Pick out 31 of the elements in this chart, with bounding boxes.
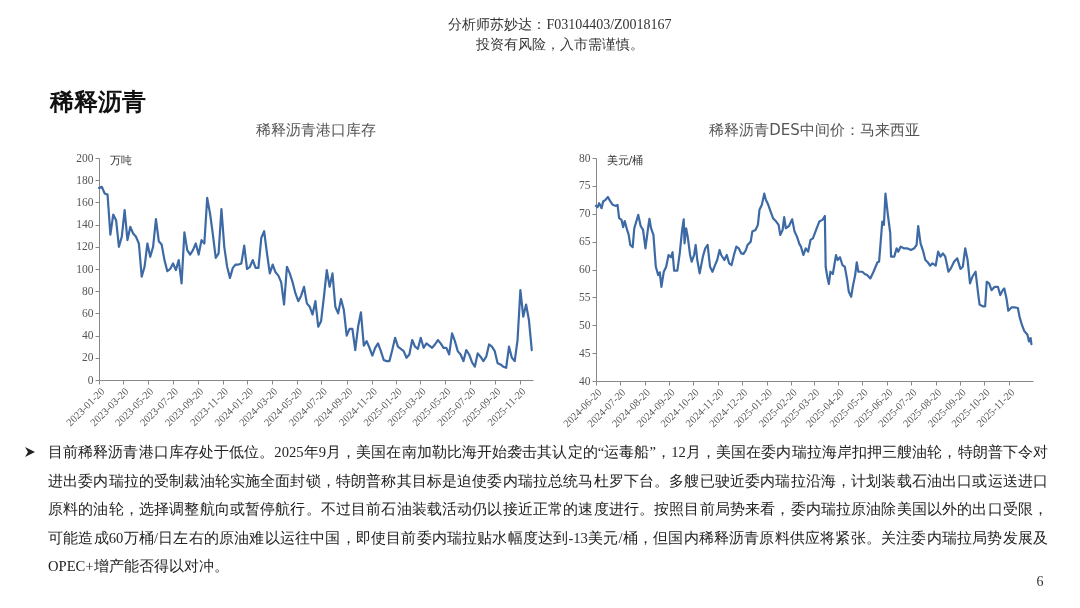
- y-tick-label: 120: [76, 240, 94, 253]
- y-tick-label: 40: [579, 374, 591, 387]
- text: 分析师苏妙达：F03104403/Z0018167: [447, 16, 673, 34]
- y-tick-label: 20: [82, 351, 94, 364]
- y-tick-label: 80: [579, 151, 591, 164]
- y-tick-label: 65: [579, 235, 591, 248]
- text: 6: [1035, 574, 1045, 590]
- y-tick-label: 40: [82, 329, 94, 342]
- y-tick-label: 0: [87, 373, 94, 386]
- line-series: [594, 192, 1033, 346]
- y-tick-label: 60: [82, 306, 94, 319]
- y-tick-label: 200: [76, 151, 94, 164]
- y-tick-label: 60: [579, 263, 591, 275]
- y-tick-label: 75: [579, 179, 591, 192]
- y-tick-label: 180: [76, 173, 94, 186]
- line-series: [97, 185, 533, 369]
- y-tick-label: 100: [76, 262, 94, 275]
- y-tick-label: 55: [579, 290, 591, 303]
- chart-title: 稀释沥青DES中间价：马来西亚: [709, 121, 920, 139]
- y-tick-label: 80: [82, 284, 94, 297]
- text: 目前稀释沥青港口库存处于低位。2025年9月，美国在南加勒比海开始袭击其认定的“运毒船”，12月，美国在委内瑞拉海岸扣押三艘油轮，特朗普下令对进出委内瑞拉的受制裁油轮实施全面封锁，特朗普称其目标是迫使委内瑞拉总统马杜罗下台。多艘已驶近委内瑞拉沿海，计划装载石油出口或运送进口原料的油轮，选择调整航向或暂停航行。不过目前石油装载活动仍以接近正常的速度进行。按照目前局势来看，委内瑞拉原油除美国以外的出口受限，可能造成60万桶/日左右的原油难以运往中国，即使目前委内瑞拉贴水幅度达到-13美元/桶，但国内稀释沥青原料供应将紧张。关注委内瑞拉局势发展及OPEC+增产能否得以对冲。: [48, 444, 1048, 574]
- y-axis-title: 万吨: [109, 153, 132, 167]
- text: 投资有风险，入市需谨慎。: [475, 36, 645, 54]
- y-tick-label: 45: [579, 346, 591, 359]
- y-tick-label: 160: [76, 195, 94, 208]
- y-tick-label: 70: [579, 207, 591, 220]
- y-tick-label: 50: [579, 318, 591, 331]
- text: 稀释沥青: [50, 87, 146, 118]
- y-tick-label: 140: [76, 218, 94, 231]
- y-axis-title: 美元/桶: [606, 153, 644, 167]
- chart-title: 稀释沥青港口库存: [256, 121, 376, 139]
